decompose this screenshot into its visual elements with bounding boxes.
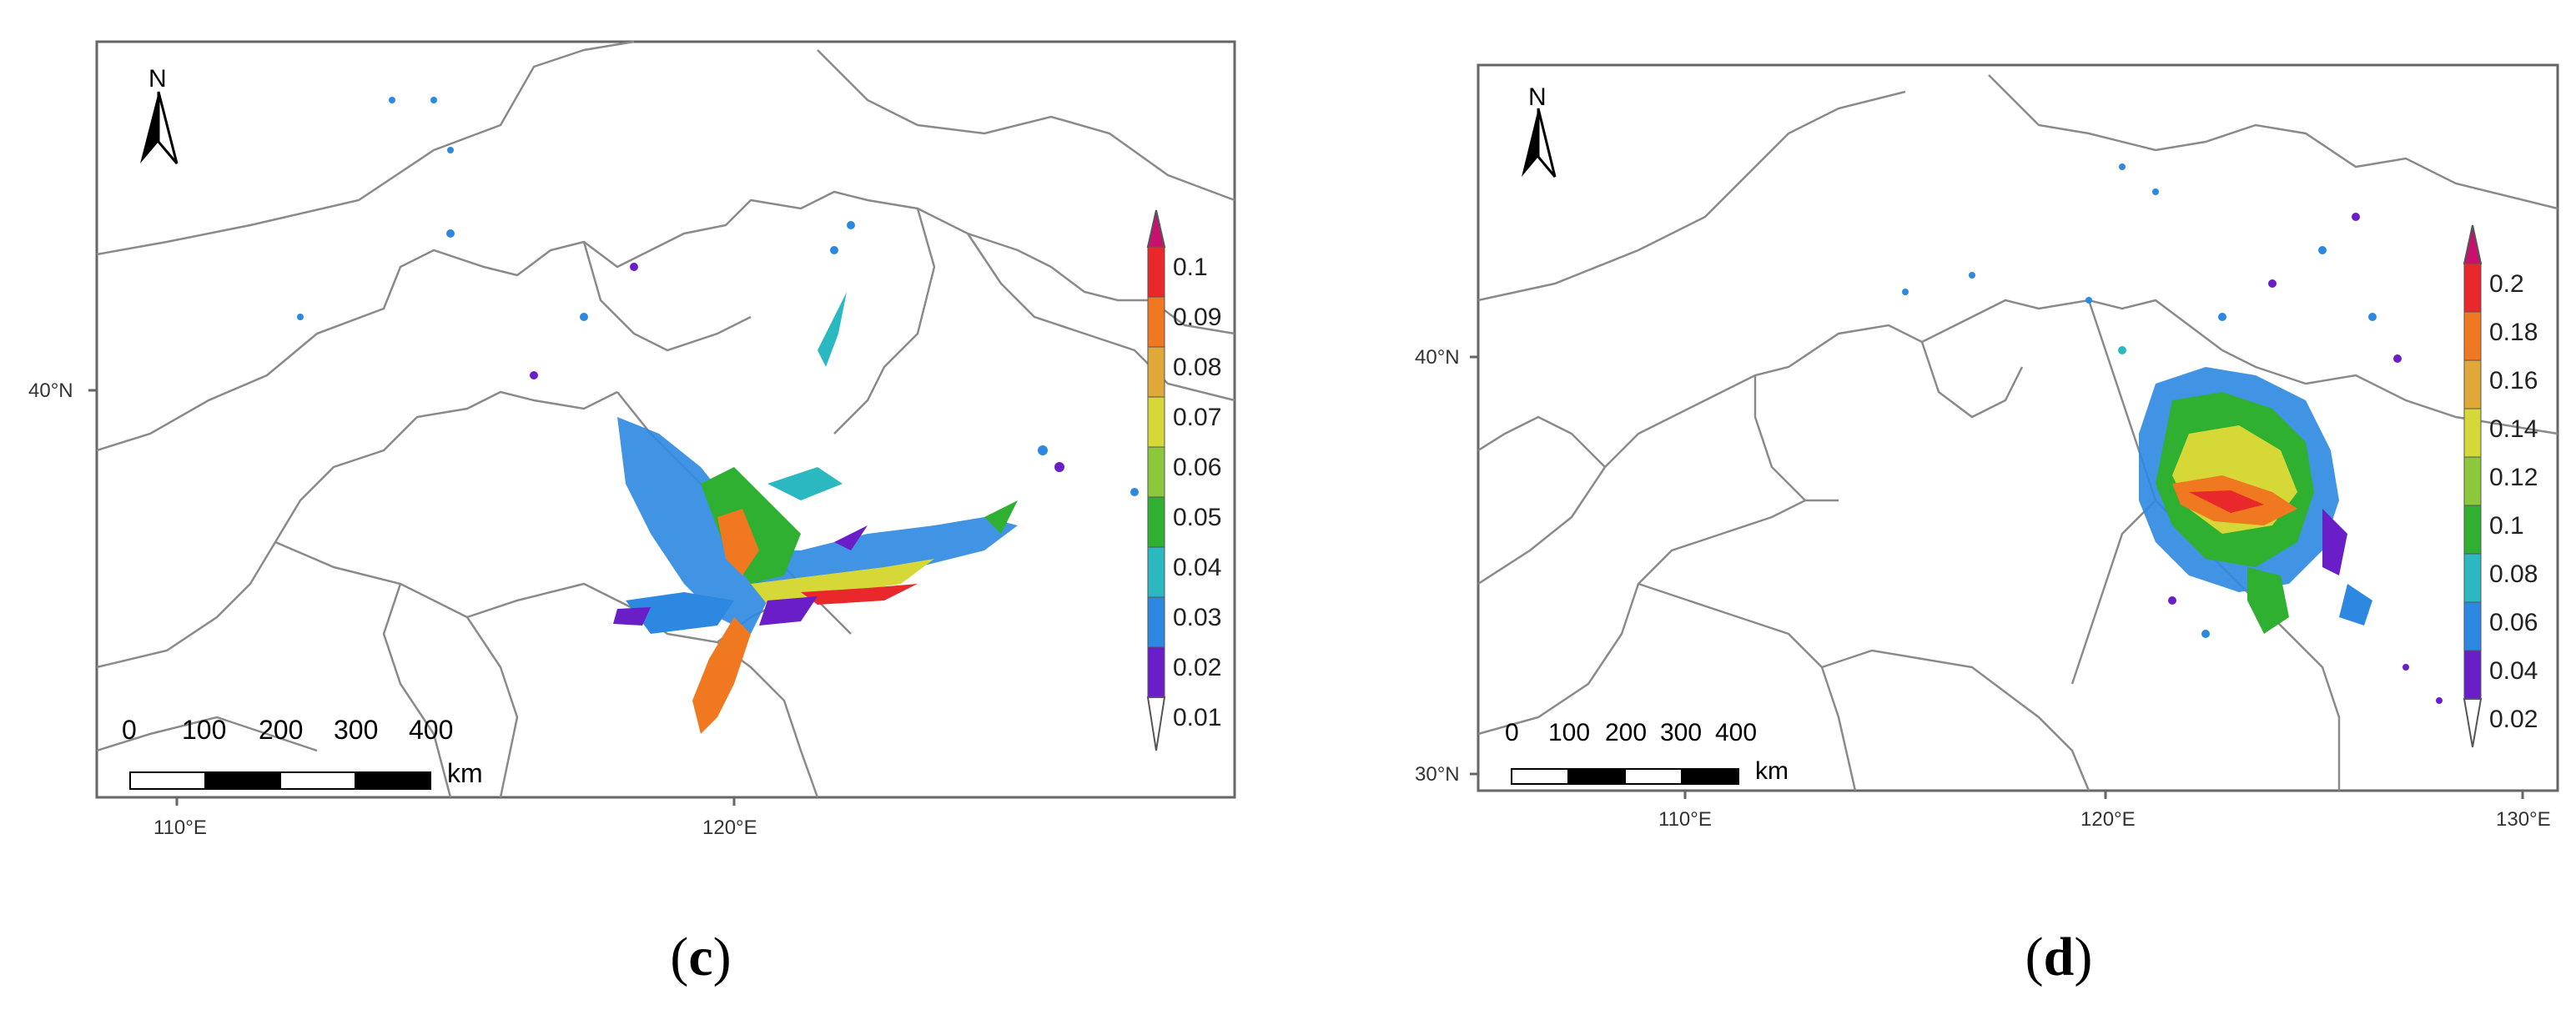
scale-num: 200 [259,715,303,745]
scale-num: 0 [1505,719,1519,746]
north-label: N [148,65,167,93]
legend-swatch [1147,546,1165,598]
legend-label: 0.1 [1173,254,1208,281]
panel-caption: (c) [670,927,732,987]
lon-tick-label: 130°E [2496,808,2551,831]
scale-num: 300 [1660,719,1702,746]
legend-swatch [1147,596,1165,648]
lon-tick-label: 110°E [1658,808,1712,831]
legend-label: 0.01 [1173,704,1221,731]
legend-label: 0.06 [1173,454,1221,481]
legend-label: 0.1 [2489,512,2524,540]
map-frame [95,40,1236,799]
lat-tick-label: 40°N [1415,346,1460,369]
legend-swatch [1147,246,1165,298]
legend-swatch [1146,696,1166,751]
legend-swatch [2463,505,2482,555]
legend-swatch [2463,263,2482,313]
scale-num: 200 [1605,719,1647,746]
caption-letter: c [688,927,713,987]
scale-num: 300 [334,715,378,745]
scale-unit: km [1755,757,1789,785]
legend-label: 0.03 [1173,604,1221,631]
legend-label: 0.18 [2489,319,2538,346]
map-panel-c: N 0 100 200 300 400 km 40°N 110°E 120°E [28,40,1236,987]
panel-caption: (d) [2025,927,2093,987]
legend-swatch [2463,311,2482,361]
legend-label: 0.08 [2489,560,2538,588]
caption-letter: d [2043,927,2075,987]
scale-bar: 0 100 200 300 400 km [1505,719,1789,785]
legend-swatch [2463,698,2483,748]
plume-d [1902,163,2443,704]
legend-swatch [2463,359,2482,410]
scale-bar: 0 100 200 300 400 km [122,715,483,790]
legend-swatch [1147,396,1165,448]
legend-swatch [2463,456,2482,506]
scale-num: 400 [1715,719,1757,746]
map-c-svg: N 0 100 200 300 400 km 40°N 110°E 120°E [28,40,1236,839]
north-label: N [1528,83,1547,111]
scale-num: 100 [1548,719,1590,746]
legend-label: 0.02 [2489,706,2538,733]
legend-label: 0.02 [1173,654,1221,681]
scale-num: 0 [122,715,137,745]
legend-swatch [1147,446,1165,498]
north-arrow-icon [140,91,179,164]
legend-label: 0.16 [2489,367,2538,394]
boundary-lines [1477,74,2558,791]
legend-label: 0.12 [2489,464,2538,491]
map-frame [1477,63,2559,792]
legend-label: 0.04 [1173,554,1221,581]
lat-tick-label: 30°N [1415,763,1460,786]
scale-num: 100 [182,715,226,745]
legend-swatch [2463,650,2482,700]
color-legend-c: 0.1 0.09 0.08 0.07 0.06 0.05 0.04 0.03 0… [1146,209,1221,751]
legend-label: 0.05 [1173,504,1221,531]
legend-swatch [1147,296,1165,348]
legend-label: 0.09 [1173,304,1221,331]
legend-label: 0.08 [1173,354,1221,381]
plume-c [297,97,1139,734]
legend-label: 0.2 [2489,270,2524,298]
legend-swatch [2463,601,2482,651]
legend-swatch [1147,646,1165,698]
legend-label: 0.06 [2489,609,2538,636]
north-arrow-icon [1522,108,1557,178]
map-d-svg: N 0 100 200 300 400 km 40°N 30°N 110°E 1… [1415,63,2559,831]
lon-tick-label: 120°E [2080,808,2136,831]
lon-tick-label: 110°E [153,817,207,839]
lon-tick-label: 120°E [702,817,757,839]
legend-label: 0.14 [2489,415,2538,443]
color-legend-d: 0.2 0.18 0.16 0.14 0.12 0.1 0.08 0.06 0.… [2463,224,2538,748]
scale-num: 400 [409,715,453,745]
lat-tick-label: 40°N [28,379,73,402]
legend-label: 0.07 [1173,404,1221,431]
legend-label: 0.04 [2489,657,2538,685]
legend-swatch [2463,553,2482,603]
legend-swatch [1147,346,1165,398]
legend-swatch [1147,496,1165,548]
map-panel-d: N 0 100 200 300 400 km 40°N 30°N 110°E 1… [1288,0,2576,1020]
legend-swatch [2463,408,2482,458]
scale-unit: km [447,758,483,788]
